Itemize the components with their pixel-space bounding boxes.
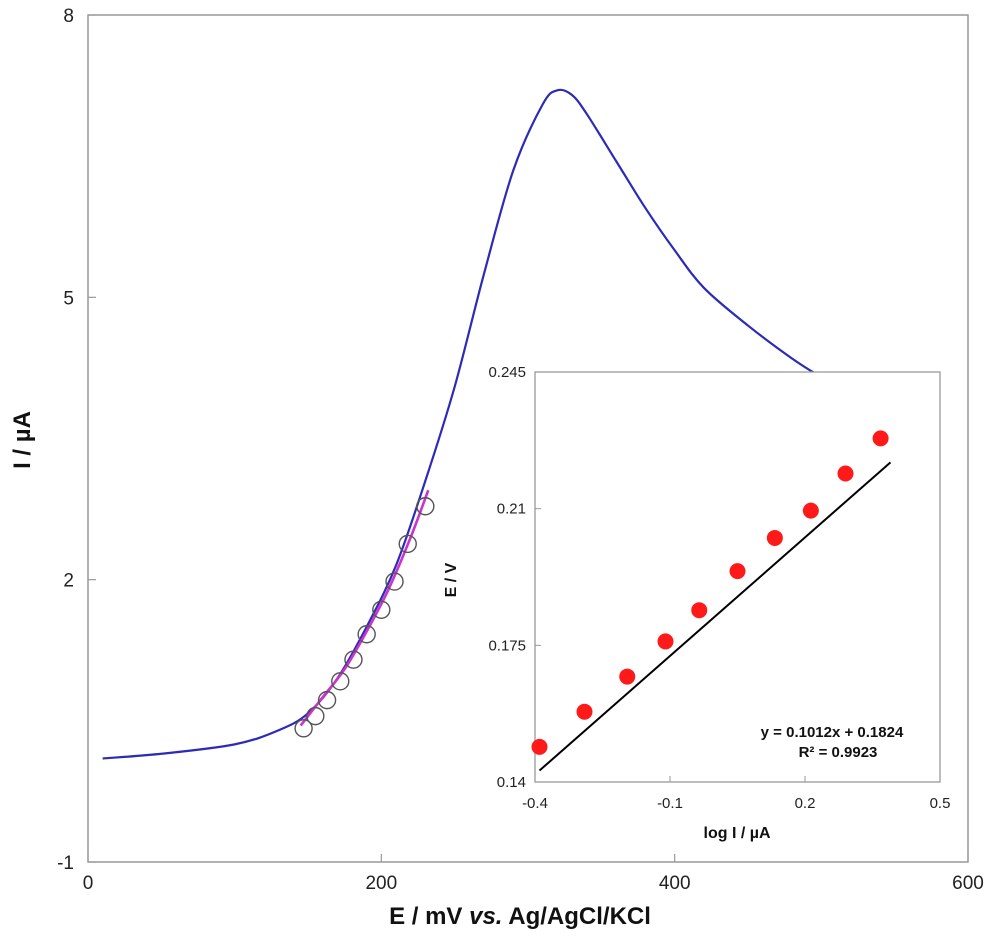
inset-equation: y = 0.1012x + 0.1824	[761, 724, 904, 741]
main-series	[102, 88, 822, 760]
inset-x-tick-label: 0.2	[795, 795, 816, 812]
data-marker	[416, 497, 435, 516]
inset-y-tick-label: 0.14	[497, 774, 526, 791]
x-tick-label: 0	[83, 873, 94, 894]
inset-y-tick-label: 0.245	[488, 364, 526, 381]
data-marker	[331, 672, 350, 691]
inset-data-point	[837, 465, 854, 482]
y-tick-label: 2	[63, 571, 74, 592]
inset-r-squared: R² = 0.9923	[799, 744, 878, 761]
y-tick-label: -1	[57, 853, 74, 874]
x-axis-title: E / mV vs. Ag/AgCl/KCl	[389, 903, 651, 930]
inset-data-point	[619, 668, 636, 685]
data-marker	[372, 600, 391, 619]
inset-y-tick-label: 0.21	[497, 501, 526, 518]
data-marker	[294, 719, 313, 738]
y-tick-label: 5	[63, 288, 74, 309]
y-tick-label: 8	[63, 6, 74, 27]
data-marker	[306, 706, 325, 726]
data-marker	[398, 534, 417, 554]
fit-segment-line	[299, 489, 430, 727]
data-marker	[344, 650, 363, 669]
inset-data-point	[576, 703, 593, 720]
x-tick-label: 400	[659, 873, 691, 894]
voltammogram-line	[102, 88, 822, 760]
inset-data-point	[531, 738, 548, 755]
inset-data-point	[691, 602, 708, 619]
inset-y-axis-title: E / V	[443, 562, 460, 597]
data-marker	[357, 625, 376, 644]
inset-x-tick-label: -0.1	[657, 795, 683, 812]
data-marker	[317, 690, 337, 710]
x-axis-title-suffix: Ag/AgCl/KCl	[502, 903, 650, 930]
inset-data-point	[729, 563, 746, 580]
x-axis-title-prefix: E / mV	[389, 903, 469, 930]
inset-ticks: -0.4 -0.1 0.2 0.5 0.14 0.175 0.21 0.245	[488, 364, 950, 812]
x-tick-label: 200	[365, 873, 397, 894]
x-tick-label: 600	[952, 873, 984, 894]
inset-data-point	[657, 633, 674, 650]
x-axis-title-italic: vs.	[469, 903, 502, 930]
inset-fit-line	[538, 461, 892, 772]
main-markers	[294, 497, 435, 738]
data-marker	[385, 572, 404, 591]
main-ticks: 0 200 400 600 -1 2 5 8	[57, 6, 984, 894]
inset-data-point	[766, 529, 783, 546]
inset-data-point	[802, 502, 819, 519]
inset-x-tick-label: 0.5	[930, 795, 951, 812]
inset-points	[531, 430, 889, 755]
inset-x-axis-title: log I / µA	[704, 825, 771, 842]
inset-data-point	[872, 430, 889, 447]
y-axis-title: I / µA	[9, 411, 36, 469]
inset-x-tick-label: -0.4	[522, 795, 548, 812]
inset-y-tick-label: 0.175	[488, 637, 526, 654]
fit-line	[538, 461, 892, 772]
main-plot-frame	[87, 14, 969, 863]
